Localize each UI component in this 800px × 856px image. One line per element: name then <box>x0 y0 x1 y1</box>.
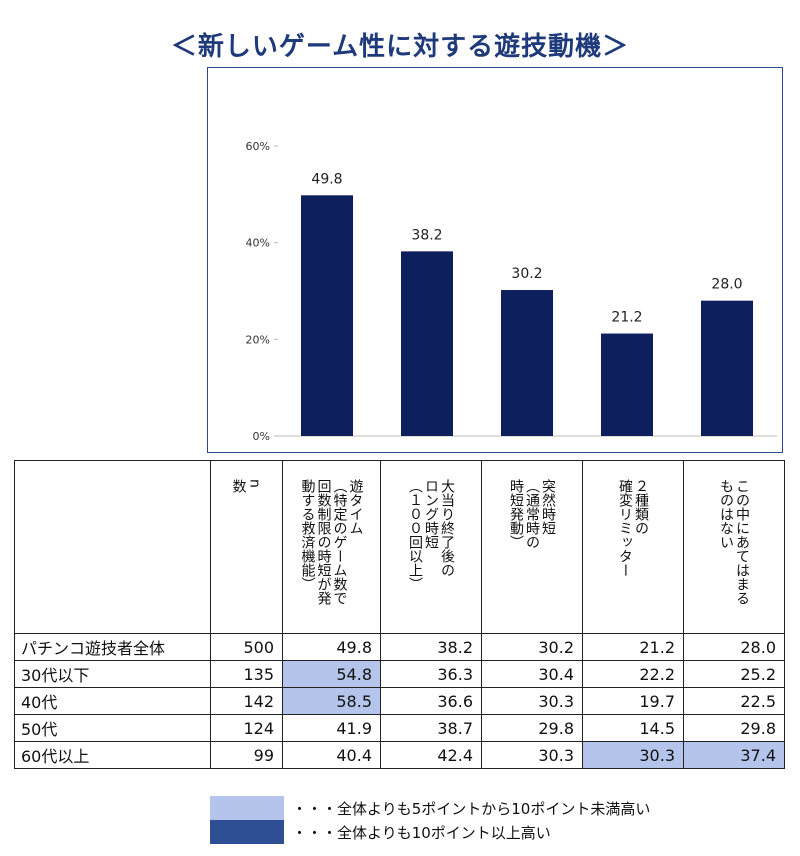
header-col-5: この中にあてはまる ものはない <box>683 460 785 634</box>
bar <box>301 195 353 436</box>
table-cell: 37.4 <box>683 741 785 769</box>
legend-item-dark: ・・・全体よりも10ポイント以上高い <box>210 820 650 844</box>
header-col-1: 遊タイム （特定のゲーム数で 回数制限の時短が発 動する救済機能） <box>282 460 381 634</box>
table-cell: 30.3 <box>481 687 583 715</box>
table-cell: 28.0 <box>683 633 785 661</box>
row-label: 50代 <box>14 714 211 742</box>
chart-title: ＜新しいゲーム性に対する遊技動機＞ <box>170 32 630 62</box>
table-cell: 40.4 <box>282 741 381 769</box>
table-cell: 49.8 <box>282 633 381 661</box>
legend-swatch-dark <box>210 820 284 844</box>
bar-chart: 0% 20% 40% 60% 49.8 38.2 30.2 21.2 28.0 <box>246 140 777 443</box>
table-cell: 29.8 <box>481 714 583 742</box>
table-cell: 36.6 <box>380 687 482 715</box>
table-row: 50代 124 41.9 38.7 29.8 14.5 29.8 <box>14 714 785 742</box>
row-n: 99 <box>210 741 283 769</box>
table-cell: 36.3 <box>380 660 482 688</box>
table-cell: 38.2 <box>380 633 482 661</box>
bar <box>701 300 753 436</box>
y-tick-label: 40% <box>246 237 270 250</box>
legend-text-light: ・・・全体よりも5ポイントから10ポイント未満高い <box>292 799 651 818</box>
legend: ・・・全体よりも5ポイントから10ポイント未満高い ・・・全体よりも10ポイント… <box>210 796 650 844</box>
row-label: 30代以下 <box>14 660 211 688</box>
table-cell: 38.7 <box>380 714 482 742</box>
header-col-3: 突然時短 （通常時の 時短発動） <box>481 460 583 634</box>
data-label: 30.2 <box>511 266 542 282</box>
header-col-1-label: 遊タイム （特定のゲーム数で 回数制限の時短が発 動する救済機能） <box>299 479 364 605</box>
table-cell: 19.7 <box>582 687 684 715</box>
table-cell: 30.3 <box>582 741 684 769</box>
table-cell: 42.4 <box>380 741 482 769</box>
crosstab-table: n 数 遊タイム （特定のゲーム数で 回数制限の時短が発 動する救済機能） 大当… <box>14 460 785 769</box>
table-cell: 22.2 <box>582 660 684 688</box>
row-label: 40代 <box>14 687 211 715</box>
data-label: 49.8 <box>311 171 342 187</box>
legend-item-light: ・・・全体よりも5ポイントから10ポイント未満高い <box>210 796 650 820</box>
table-cell: 29.8 <box>683 714 785 742</box>
row-label: 60代以上 <box>14 741 211 769</box>
table-row: 30代以下 135 54.8 36.3 30.4 22.2 25.2 <box>14 660 785 688</box>
table-cell: 41.9 <box>282 714 381 742</box>
data-label: 28.0 <box>711 277 742 293</box>
bar <box>501 290 553 436</box>
header-col-4-label: ２種類の 確変リミッター <box>617 479 649 577</box>
table-cell: 58.5 <box>282 687 381 715</box>
row-n: 500 <box>210 633 283 661</box>
table-cell: 14.5 <box>582 714 684 742</box>
y-tick-label: 20% <box>246 333 270 346</box>
table-cell: 30.4 <box>481 660 583 688</box>
header-blank <box>14 460 211 634</box>
legend-text-dark: ・・・全体よりも10ポイント以上高い <box>292 823 551 842</box>
bar <box>601 333 653 436</box>
header-col-4: ２種類の 確変リミッター <box>582 460 684 634</box>
table-row: 40代 142 58.5 36.6 30.3 19.7 22.5 <box>14 687 785 715</box>
legend-swatch-light <box>210 796 284 820</box>
header-col-3-label: 突然時短 （通常時の 時短発動） <box>508 479 556 549</box>
bar <box>401 251 453 436</box>
table-row: 60代以上 99 40.4 42.4 30.3 30.3 37.4 <box>14 741 785 769</box>
data-label: 21.2 <box>611 310 642 326</box>
header-n-label: n 数 <box>230 479 263 493</box>
table-row: パチンコ遊技者全体 500 49.8 38.2 30.2 21.2 28.0 <box>14 633 785 661</box>
table-header-row: n 数 遊タイム （特定のゲーム数で 回数制限の時短が発 動する救済機能） 大当… <box>14 460 785 634</box>
table-cell: 30.2 <box>481 633 583 661</box>
row-n: 124 <box>210 714 283 742</box>
table-cell: 21.2 <box>582 633 684 661</box>
header-col-2-label: 大当り終了後の ロング時短 （１００回以上） <box>407 479 455 591</box>
y-tick-label: 60% <box>246 140 270 153</box>
row-n: 142 <box>210 687 283 715</box>
table-cell: 30.3 <box>481 741 583 769</box>
data-label: 38.2 <box>411 227 442 243</box>
y-tick-label: 0% <box>253 430 270 443</box>
table-cell: 22.5 <box>683 687 785 715</box>
row-label: パチンコ遊技者全体 <box>14 633 211 661</box>
table-cell: 54.8 <box>282 660 381 688</box>
table-cell: 25.2 <box>683 660 785 688</box>
header-n: n 数 <box>210 460 283 634</box>
header-col-2: 大当り終了後の ロング時短 （１００回以上） <box>380 460 482 634</box>
row-n: 135 <box>210 660 283 688</box>
header-col-5-label: この中にあてはまる ものはない <box>718 479 750 605</box>
